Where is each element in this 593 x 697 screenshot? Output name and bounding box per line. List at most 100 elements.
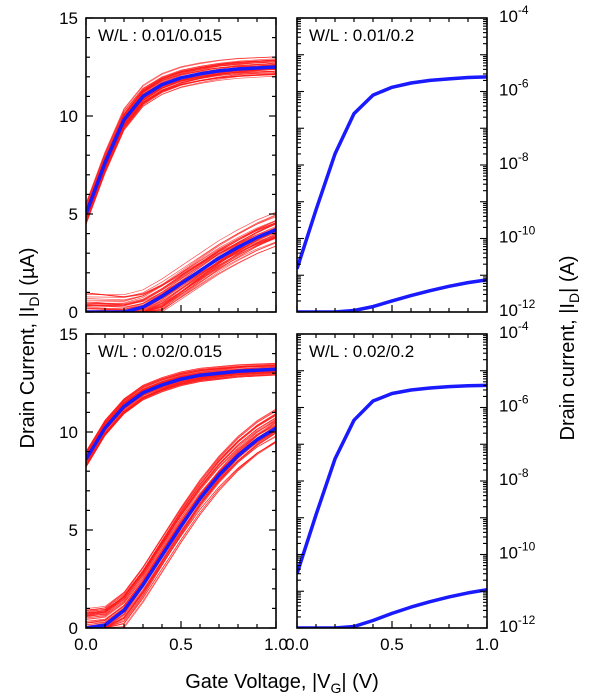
variation-curve — [297, 76, 487, 270]
y-tick-label: 0 — [69, 303, 78, 322]
variation-curve — [297, 76, 487, 270]
panel-label: W/L : 0.01/0.2 — [309, 26, 414, 45]
variation-curve — [297, 385, 487, 574]
y-tick-label-exponent: -6 — [518, 77, 529, 91]
y-tick-label-base: 10 — [499, 228, 518, 247]
variation-curve — [86, 408, 276, 612]
variation-curve — [297, 384, 487, 574]
variation-curve — [297, 385, 487, 574]
variation-curve — [297, 76, 487, 270]
y-tick-label-exponent: -8 — [518, 150, 529, 164]
mean-curve — [297, 383, 487, 575]
variation-curve — [297, 385, 487, 574]
y-tick-label-base: 10 — [499, 397, 518, 416]
variation-curve — [86, 364, 276, 452]
variation-curve — [86, 222, 276, 312]
panel-label: W/L : 0.01/0.015 — [98, 26, 222, 45]
y-tick-label: 0 — [69, 619, 78, 638]
variation-curve — [86, 442, 276, 628]
variation-curve — [297, 77, 487, 269]
variation-curve — [297, 384, 487, 574]
variation-curve — [297, 384, 487, 575]
variation-curve — [297, 77, 487, 270]
variation-curve — [297, 76, 487, 270]
variation-curve — [86, 241, 276, 312]
variation-curve — [297, 76, 487, 269]
y-tick-label-base: 10 — [499, 301, 518, 320]
variation-curve — [297, 384, 487, 574]
variation-curve — [297, 384, 487, 575]
variation-curve — [86, 440, 276, 628]
y-tick-label-base: 10 — [499, 81, 518, 100]
variation-curve — [297, 77, 487, 270]
left-axis-title: Drain Current, |ID| (µA) — [17, 248, 42, 449]
variation-curve — [297, 77, 487, 270]
variation-curve — [86, 409, 276, 613]
variation-curve — [297, 75, 487, 270]
y-tick-label: 10-12 — [499, 613, 536, 636]
y-tick-label: 10 — [59, 423, 78, 442]
variation-curve — [297, 76, 487, 269]
variation-curve — [86, 413, 276, 616]
variation-curve — [297, 384, 487, 574]
variation-curve — [297, 76, 487, 269]
variation-curve — [297, 385, 487, 575]
variation-curve — [297, 384, 487, 575]
y-tick-label-base: 10 — [499, 617, 518, 636]
x-tick-label: 0.0 — [74, 635, 98, 654]
y-tick-label: 5 — [69, 205, 78, 224]
variation-curve — [297, 385, 487, 574]
y-tick-label: 5 — [69, 521, 78, 540]
variation-curve — [297, 76, 487, 270]
variation-curve — [297, 76, 487, 270]
variation-curve — [297, 385, 487, 573]
y-tick-label-exponent: -6 — [518, 393, 529, 407]
curves — [297, 75, 487, 312]
variation-curve — [297, 77, 487, 268]
y-tick-label-base: 10 — [499, 154, 518, 173]
mean-curve — [297, 75, 487, 270]
variation-curve — [297, 76, 487, 270]
x-tick-label: 0.5 — [380, 635, 404, 654]
variation-curve — [297, 385, 487, 573]
variation-curve — [297, 384, 487, 575]
variation-curve — [86, 436, 276, 624]
variation-curve — [297, 76, 487, 269]
y-tick-label: 10-6 — [499, 393, 529, 416]
x-tick-label: 1.0 — [264, 635, 288, 654]
variation-curve — [86, 223, 276, 312]
variation-curve — [86, 223, 276, 312]
panel-label-background — [301, 338, 457, 362]
variation-curve — [86, 440, 276, 628]
y-tick-label-exponent: -10 — [518, 224, 536, 238]
variation-curve — [86, 222, 276, 307]
variation-curve — [297, 77, 487, 268]
variation-curve — [297, 75, 487, 269]
variation-curve — [86, 432, 276, 628]
variation-curve — [86, 222, 276, 301]
y-tick-label: 10-4 — [499, 3, 529, 26]
variation-curve — [86, 417, 276, 617]
variation-curve — [297, 384, 487, 574]
mean-curve — [86, 65, 276, 215]
variation-curve — [86, 211, 276, 296]
variation-curve — [86, 372, 276, 467]
mean-curve — [86, 367, 276, 461]
variation-curve — [86, 245, 276, 312]
variation-curve — [86, 216, 276, 298]
variation-curve — [297, 76, 487, 268]
variation-curve — [297, 77, 487, 269]
variation-curve — [86, 441, 276, 628]
x-tick-label: 0.5 — [169, 635, 193, 654]
variation-curve — [297, 76, 487, 269]
y-tick-label: 10-4 — [499, 319, 529, 342]
variation-curve — [86, 73, 276, 225]
variation-curve — [297, 76, 487, 270]
y-tick-label-base: 10 — [499, 544, 518, 563]
x-axis-title: Gate Voltage, |VG| (V) — [185, 671, 379, 696]
variation-curve — [297, 75, 487, 270]
variation-curve — [297, 385, 487, 574]
variation-curve — [297, 384, 487, 574]
y-tick-label-exponent: -4 — [518, 3, 529, 17]
variation-curve — [297, 384, 487, 575]
